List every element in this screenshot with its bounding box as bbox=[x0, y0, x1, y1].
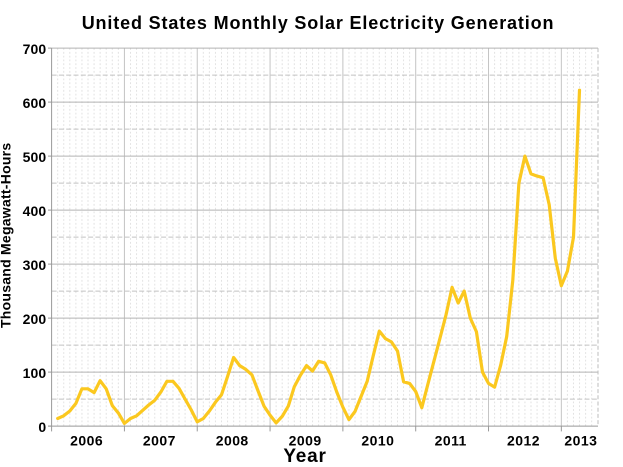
svg-text:300: 300 bbox=[23, 257, 47, 273]
svg-text:600: 600 bbox=[23, 95, 47, 111]
svg-text:Thousand Megawatt-Hours: Thousand Megawatt-Hours bbox=[0, 143, 14, 328]
svg-text:0: 0 bbox=[38, 419, 46, 435]
svg-text:2009: 2009 bbox=[289, 432, 322, 448]
svg-text:2011: 2011 bbox=[435, 432, 467, 448]
svg-text:100: 100 bbox=[23, 365, 47, 381]
svg-text:Year: Year bbox=[283, 446, 326, 467]
svg-text:500: 500 bbox=[23, 149, 47, 165]
svg-text:2008: 2008 bbox=[216, 432, 249, 448]
svg-text:2007: 2007 bbox=[143, 432, 176, 448]
svg-text:400: 400 bbox=[23, 203, 47, 219]
svg-text:700: 700 bbox=[23, 41, 47, 57]
svg-text:2006: 2006 bbox=[70, 432, 103, 448]
svg-text:200: 200 bbox=[23, 311, 47, 327]
svg-text:United States Monthly Solar El: United States Monthly Solar Electricity … bbox=[82, 13, 555, 33]
svg-text:2010: 2010 bbox=[361, 432, 394, 448]
svg-text:2013: 2013 bbox=[564, 432, 597, 448]
svg-text:2012: 2012 bbox=[507, 432, 540, 448]
